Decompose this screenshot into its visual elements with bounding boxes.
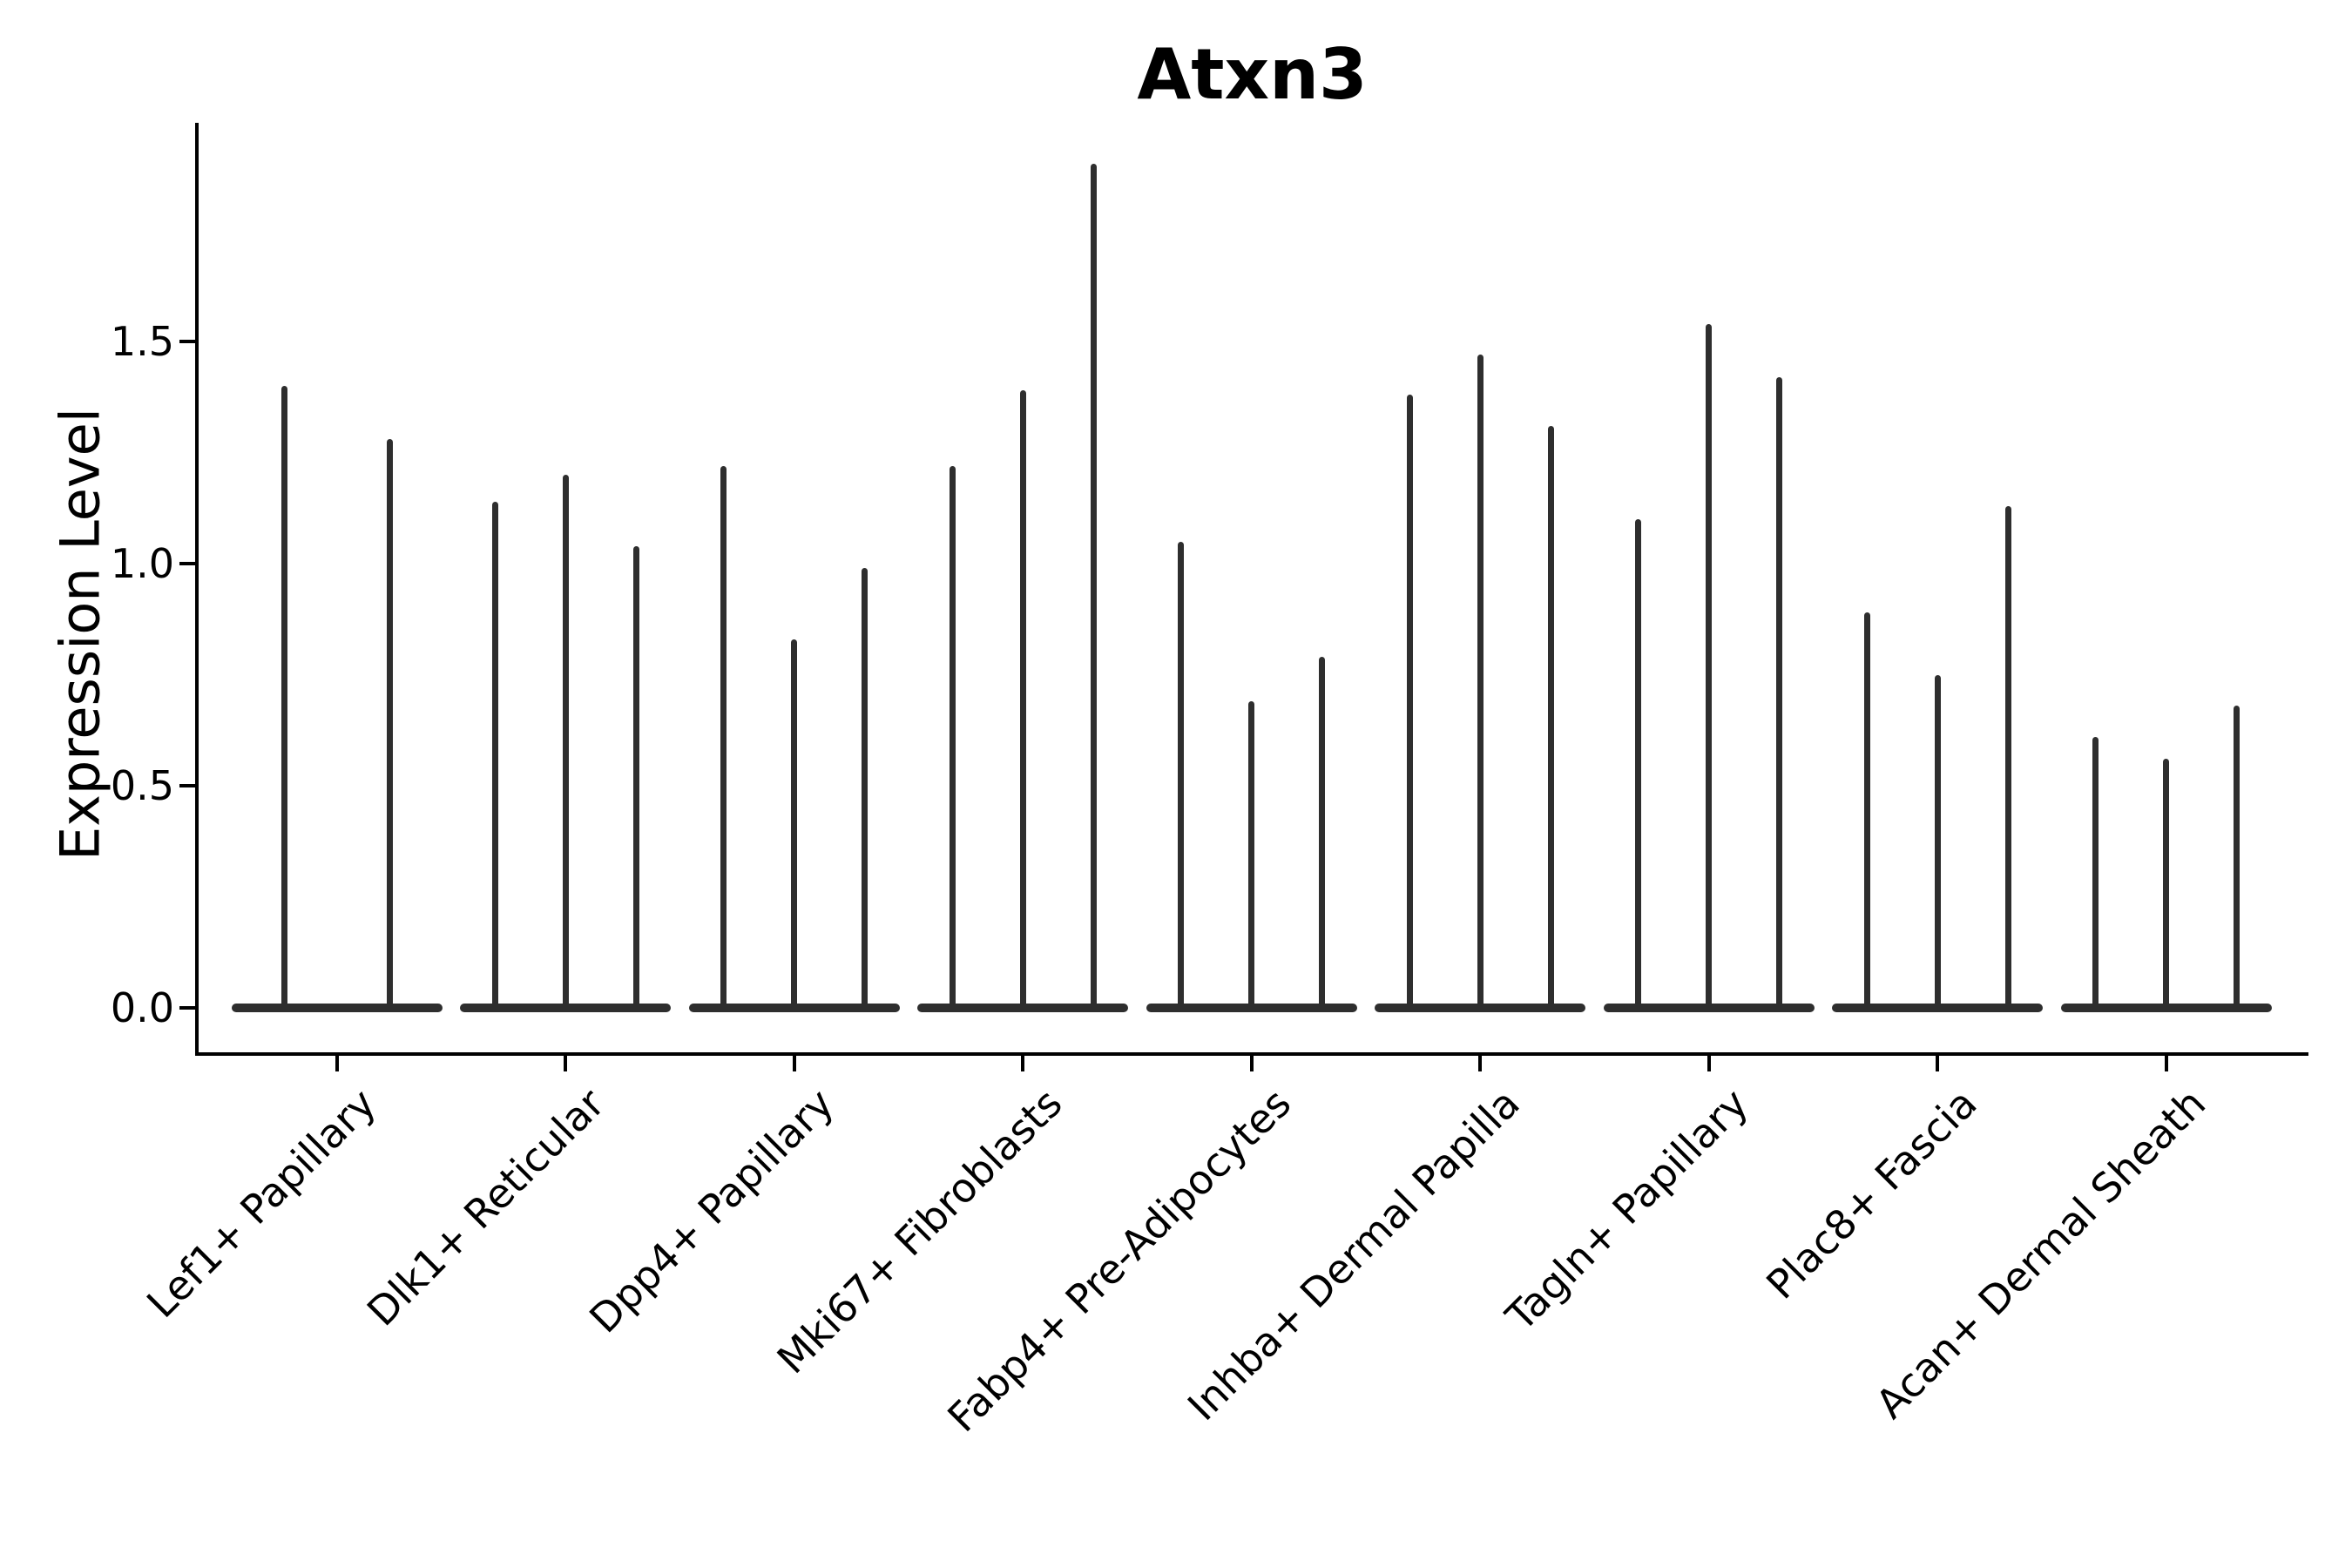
y-tick-label: 0.5 bbox=[110, 762, 174, 809]
x-tick-mark bbox=[1936, 1056, 1939, 1071]
x-tick-label: Tagln+ Papillary bbox=[1497, 1079, 1757, 1341]
x-tick-mark bbox=[1021, 1056, 1024, 1071]
y-tick-mark bbox=[179, 1006, 195, 1010]
violin-spike bbox=[720, 465, 727, 1012]
violin-spike bbox=[1863, 612, 1870, 1012]
violin-spike bbox=[2234, 706, 2240, 1012]
violin-spike bbox=[1406, 395, 1413, 1012]
violin-spike bbox=[2092, 736, 2099, 1012]
x-tick-mark bbox=[1478, 1056, 1482, 1071]
y-tick-label: 1.0 bbox=[110, 540, 174, 587]
violin-spike bbox=[1090, 164, 1097, 1012]
x-tick-label: Plac8+ Fascia bbox=[1757, 1079, 1986, 1308]
violin-spike bbox=[862, 568, 868, 1012]
violin-base bbox=[231, 1004, 443, 1012]
violin-spike bbox=[1019, 390, 1026, 1012]
violin-spike bbox=[491, 501, 498, 1012]
violin-spike bbox=[1319, 657, 1325, 1012]
violin-spike bbox=[1934, 674, 1941, 1012]
y-axis-spine bbox=[195, 123, 199, 1056]
violin-spike bbox=[632, 545, 639, 1012]
violin-spike bbox=[2004, 505, 2011, 1012]
violin-spike bbox=[791, 639, 797, 1012]
y-tick-label: 1.5 bbox=[110, 318, 174, 365]
x-tick-label: Dlk1+ Reticular bbox=[358, 1079, 614, 1335]
x-axis-spine bbox=[195, 1052, 2308, 1056]
x-tick-mark bbox=[1249, 1056, 1254, 1071]
violin-spike bbox=[1776, 376, 1782, 1012]
x-tick-mark bbox=[2164, 1056, 2168, 1071]
violin-spike bbox=[1248, 701, 1254, 1012]
y-tick-mark bbox=[179, 340, 195, 343]
violin-spike bbox=[562, 475, 569, 1012]
x-tick-label: Lef1+ Papillary bbox=[138, 1079, 385, 1328]
y-tick-mark bbox=[179, 562, 195, 565]
violin-spike bbox=[1477, 355, 1484, 1012]
x-tick-mark bbox=[335, 1056, 339, 1071]
violin-spike bbox=[1635, 519, 1641, 1012]
y-tick-mark bbox=[179, 784, 195, 787]
y-tick-label: 0.0 bbox=[110, 984, 174, 1031]
violin-spike bbox=[1547, 425, 1554, 1012]
violin-spike bbox=[949, 465, 956, 1012]
x-tick-mark bbox=[792, 1056, 796, 1071]
violin-spike bbox=[386, 439, 393, 1012]
chart-title: Atxn3 bbox=[1137, 34, 1368, 115]
x-tick-mark bbox=[1707, 1056, 1711, 1071]
violin-spike bbox=[2163, 759, 2169, 1012]
violin-spike bbox=[280, 386, 287, 1012]
x-tick-mark bbox=[564, 1056, 567, 1071]
violin-spike bbox=[1178, 541, 1184, 1012]
x-tick-label: Dpp4+ Papillary bbox=[579, 1079, 842, 1342]
violin-spike bbox=[1706, 323, 1712, 1012]
y-axis-label: Expression Level bbox=[48, 408, 112, 861]
